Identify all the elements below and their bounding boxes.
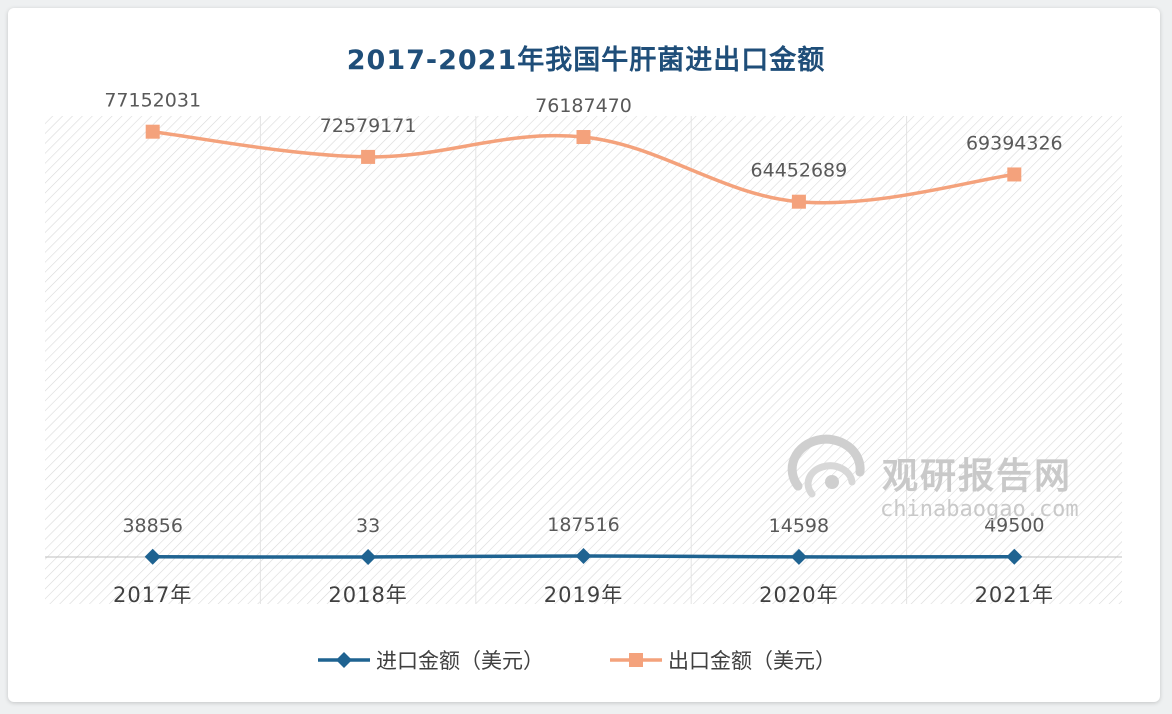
data-label-0: 38856: [122, 515, 182, 537]
plot-background: [45, 116, 1122, 604]
watermark-logo-icon: [787, 434, 865, 498]
data-point-0: [575, 547, 592, 564]
x-tick-label: 2020年: [759, 583, 838, 607]
data-label-1: 64452689: [751, 160, 848, 182]
watermark-cn-text: 观研报告网: [882, 456, 1072, 497]
legend-marker-0: [336, 652, 352, 668]
data-point-1: [1007, 167, 1022, 182]
legend-marker-1: [629, 653, 643, 667]
data-point-1: [791, 194, 806, 209]
x-tick-label: 2021年: [975, 583, 1054, 607]
data-label-0: 14598: [769, 515, 829, 537]
x-tick-labels: 2017年 2018年 2019年 2020年 2021年: [113, 583, 1054, 607]
data-label-1: 76187470: [535, 95, 632, 117]
data-label-0: 187516: [547, 514, 620, 536]
data-point-0: [360, 548, 377, 565]
data-labels: 38856 33 187516 14598 49500 77152031 72579171 7…: [104, 90, 1062, 537]
data-point-1: [576, 130, 591, 145]
data-point-0: [1006, 548, 1023, 565]
data-point-1: [145, 124, 160, 139]
legend: 进口金额（美元） 出口金额（美元）: [318, 649, 836, 673]
series-layer: [144, 124, 1023, 565]
legend-label-1: 出口金额（美元）: [668, 649, 836, 673]
data-label-0: 33: [356, 515, 380, 537]
data-label-1: 77152031: [104, 90, 201, 112]
category-separators: [259, 116, 908, 604]
x-tick-label: 2018年: [328, 583, 407, 607]
watermark-en-text: chinabaogao.com: [880, 497, 1079, 522]
data-point-0: [144, 548, 161, 565]
data-point-0: [790, 548, 807, 565]
x-tick-label: 2019年: [544, 583, 623, 607]
data-point-1: [361, 149, 376, 164]
chart-title: 2017-2021年我国牛肝菌进出口金额: [346, 45, 826, 76]
data-label-1: 69394326: [966, 132, 1063, 154]
data-label-1: 72579171: [320, 115, 417, 137]
x-tick-label: 2017年: [113, 583, 192, 607]
data-label-0: 49500: [984, 515, 1044, 537]
watermark: 观研报告网 chinabaogao.com: [787, 434, 1079, 522]
legend-label-0: 进口金额（美元）: [376, 649, 544, 673]
